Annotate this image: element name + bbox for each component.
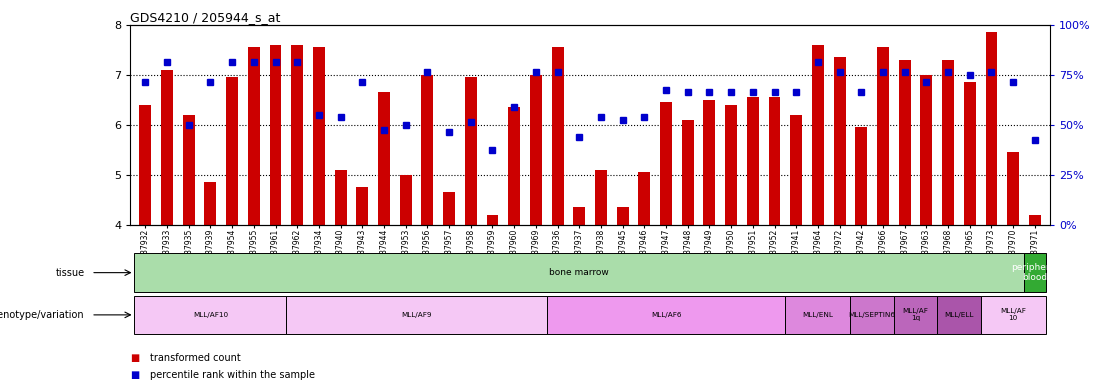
Bar xyxy=(269,45,281,225)
Bar xyxy=(855,127,867,225)
Bar xyxy=(287,296,547,334)
Bar xyxy=(248,48,260,225)
Bar xyxy=(291,45,303,225)
Bar xyxy=(682,120,694,225)
Bar xyxy=(769,98,781,225)
Bar xyxy=(834,58,846,225)
Text: MLL/AF
10: MLL/AF 10 xyxy=(1000,308,1026,321)
Bar xyxy=(1029,215,1041,225)
Bar xyxy=(725,105,737,225)
Bar xyxy=(552,48,564,225)
Bar xyxy=(942,60,954,225)
Bar xyxy=(1007,152,1019,225)
Text: MLL/ELL: MLL/ELL xyxy=(944,312,974,318)
Bar xyxy=(617,207,629,225)
Bar xyxy=(547,296,785,334)
Bar xyxy=(639,172,651,225)
Bar xyxy=(399,175,411,225)
Bar xyxy=(226,78,238,225)
Bar xyxy=(574,207,586,225)
Bar xyxy=(812,45,824,225)
Text: tissue: tissue xyxy=(55,268,85,278)
Bar xyxy=(877,48,889,225)
Bar xyxy=(920,75,932,225)
Bar xyxy=(785,296,850,334)
Bar xyxy=(378,93,390,225)
Bar xyxy=(486,215,499,225)
Bar xyxy=(747,98,759,225)
Bar xyxy=(139,105,151,225)
Text: bone marrow: bone marrow xyxy=(549,268,609,277)
Text: MLL/ENL: MLL/ENL xyxy=(803,312,834,318)
Text: MLL/AF
1q: MLL/AF 1q xyxy=(902,308,929,321)
Text: peripheral
blood: peripheral blood xyxy=(1011,263,1058,282)
Bar xyxy=(704,100,716,225)
Bar xyxy=(899,60,911,225)
Bar xyxy=(356,187,368,225)
Bar xyxy=(508,108,521,225)
Bar xyxy=(529,75,542,225)
Bar xyxy=(1024,253,1046,292)
Bar xyxy=(850,296,893,334)
Bar xyxy=(421,75,433,225)
Bar xyxy=(313,48,325,225)
Text: MLL/AF6: MLL/AF6 xyxy=(651,312,682,318)
Bar xyxy=(443,192,456,225)
Bar xyxy=(161,70,173,225)
Text: MLL/AF9: MLL/AF9 xyxy=(401,312,431,318)
Bar xyxy=(985,33,997,225)
Bar xyxy=(595,170,607,225)
Bar xyxy=(334,170,346,225)
Bar xyxy=(981,296,1046,334)
Bar xyxy=(893,296,938,334)
Text: GDS4210 / 205944_s_at: GDS4210 / 205944_s_at xyxy=(130,11,280,24)
Text: genotype/variation: genotype/variation xyxy=(0,310,85,320)
Bar xyxy=(964,83,976,225)
Bar xyxy=(135,296,287,334)
Text: ■: ■ xyxy=(130,353,139,363)
Text: ■: ■ xyxy=(130,370,139,380)
Text: percentile rank within the sample: percentile rank within the sample xyxy=(150,370,315,380)
Text: transformed count: transformed count xyxy=(150,353,240,363)
Bar xyxy=(183,115,195,225)
Bar xyxy=(204,182,216,225)
Bar xyxy=(938,296,981,334)
Bar xyxy=(464,78,476,225)
Text: MLL/SEPTIN6: MLL/SEPTIN6 xyxy=(848,312,896,318)
Bar xyxy=(790,115,802,225)
Text: MLL/AF10: MLL/AF10 xyxy=(193,312,228,318)
Bar xyxy=(660,103,672,225)
